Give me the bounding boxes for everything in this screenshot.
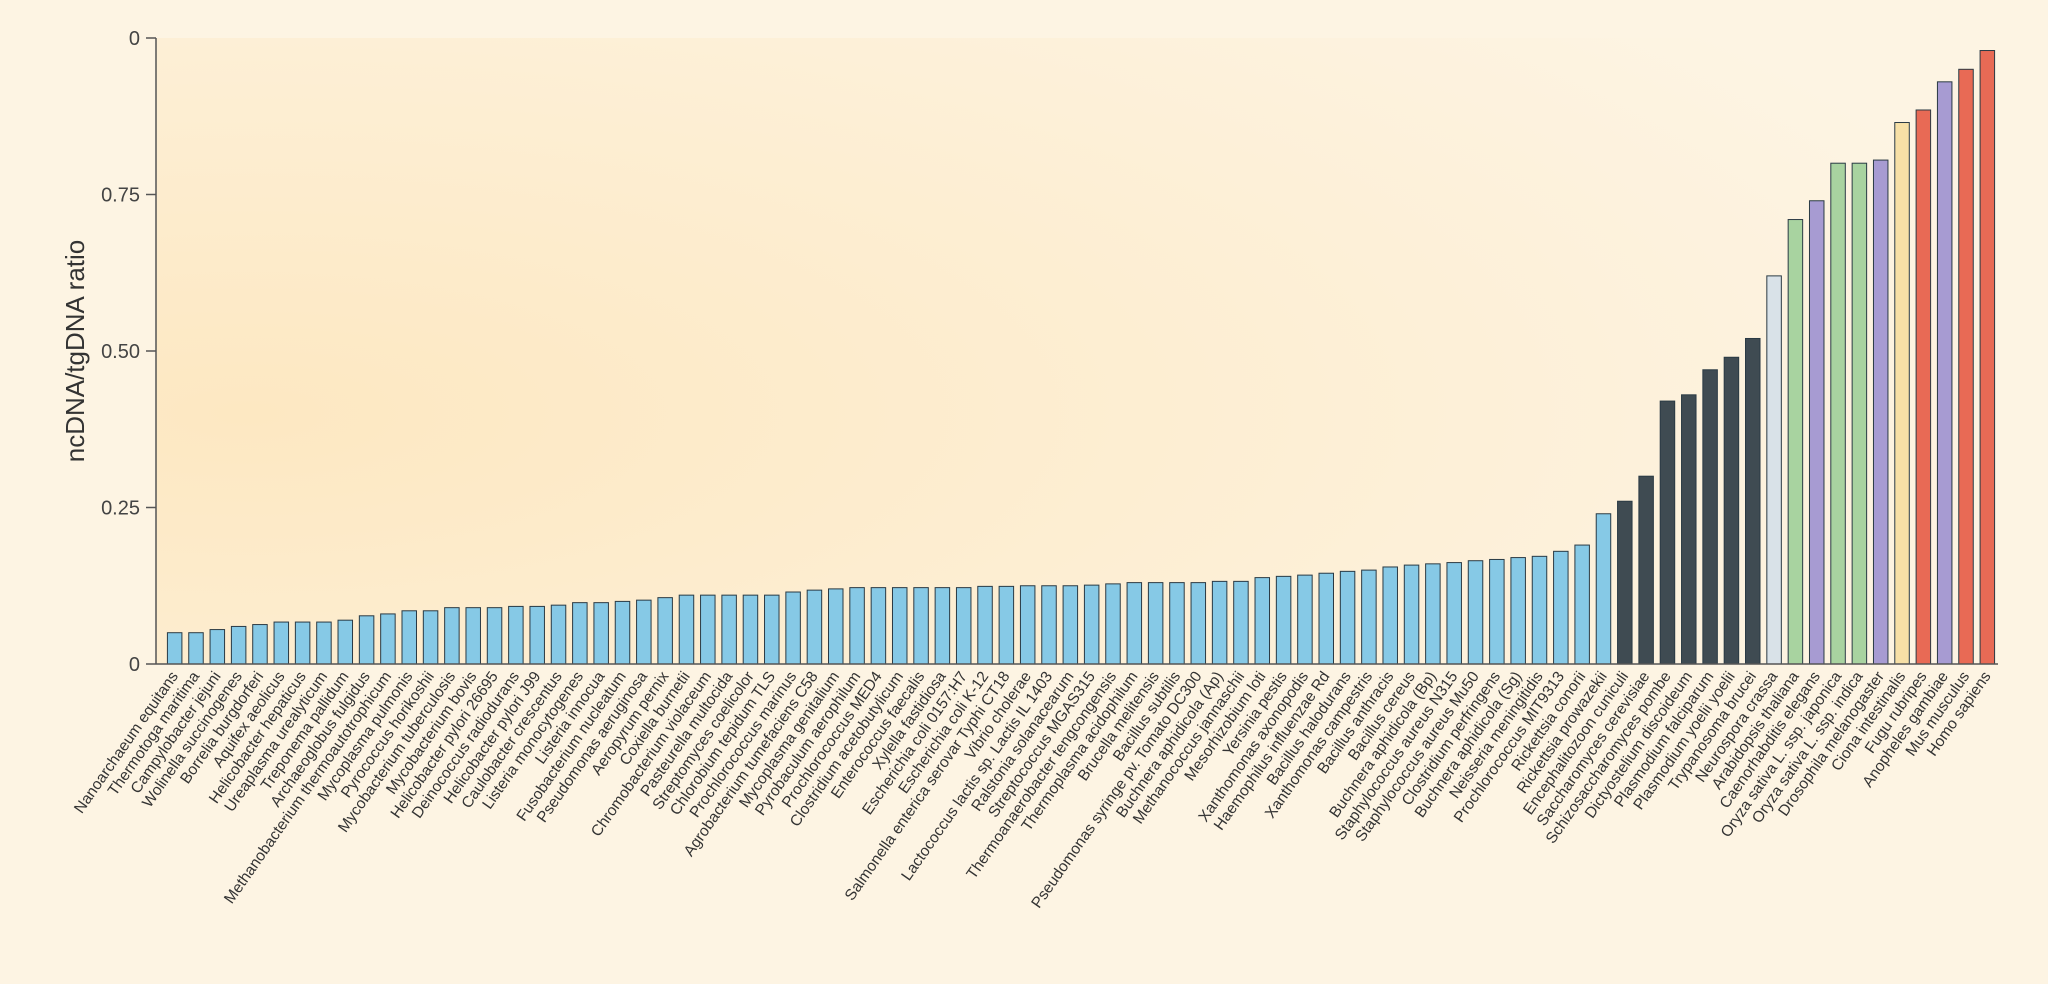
bar xyxy=(998,585,1015,665)
bar xyxy=(678,594,695,665)
bar xyxy=(252,624,268,665)
bar xyxy=(614,600,631,665)
bar xyxy=(1041,585,1057,665)
bar xyxy=(294,621,311,665)
bar xyxy=(273,621,290,665)
bar xyxy=(1297,574,1313,665)
bar xyxy=(1915,109,1932,665)
bar xyxy=(1190,582,1207,665)
bar xyxy=(1105,583,1121,665)
bar xyxy=(508,605,524,665)
bar xyxy=(806,589,823,665)
bar xyxy=(636,599,652,665)
bar xyxy=(1403,564,1420,665)
bar xyxy=(1958,68,1974,665)
bar xyxy=(550,604,567,665)
bar xyxy=(230,625,247,665)
bar xyxy=(1574,544,1590,665)
y-tick-label: 0.75 xyxy=(101,185,140,207)
bar xyxy=(316,621,332,665)
y-tick-label: 0 xyxy=(129,654,140,676)
y-tick-label: 0.25 xyxy=(101,498,140,520)
bar xyxy=(1489,558,1505,665)
bar xyxy=(1659,400,1676,665)
bar xyxy=(1446,562,1462,665)
bar xyxy=(955,587,972,665)
bar xyxy=(1808,200,1825,665)
bar xyxy=(1595,513,1612,665)
bar xyxy=(870,587,887,665)
bar xyxy=(593,602,609,665)
bar xyxy=(1233,580,1249,665)
bar xyxy=(828,588,844,665)
bar xyxy=(529,605,545,665)
bar xyxy=(721,594,737,665)
bar xyxy=(166,632,183,665)
bar xyxy=(1766,275,1782,665)
bar xyxy=(1617,500,1633,665)
bar xyxy=(1702,369,1718,665)
bar xyxy=(1126,582,1143,665)
bar xyxy=(337,619,354,665)
y-axis: 0 0.75 0.50 0.25 0 xyxy=(101,28,157,676)
bar xyxy=(700,594,716,665)
bar xyxy=(934,587,951,665)
bar xyxy=(444,607,460,665)
bar xyxy=(742,594,759,665)
y-tick-label: 0.50 xyxy=(101,341,140,363)
bar xyxy=(785,591,801,665)
bar xyxy=(1339,570,1356,665)
bar xyxy=(358,615,375,665)
bar xyxy=(657,597,673,665)
bar xyxy=(1553,550,1569,665)
bar xyxy=(1830,162,1846,665)
bar xyxy=(1894,122,1910,665)
bar xyxy=(422,610,439,665)
bar xyxy=(401,610,417,665)
bar xyxy=(1062,585,1079,665)
bar xyxy=(1787,219,1804,665)
bar xyxy=(1638,475,1654,665)
bar xyxy=(1425,563,1441,665)
bar xyxy=(849,587,865,665)
bar xyxy=(891,587,908,665)
y-axis-title: ncDNA/tgDNA ratio xyxy=(60,240,90,463)
bar xyxy=(465,607,481,665)
bar xyxy=(1681,394,1697,665)
bar xyxy=(1979,50,1996,665)
bar xyxy=(1169,582,1185,665)
bar xyxy=(1467,560,1484,665)
bar xyxy=(1936,81,1953,665)
bar xyxy=(380,613,396,665)
y-tick-label: 0 xyxy=(129,28,140,50)
bar xyxy=(209,629,226,665)
bar xyxy=(1745,337,1761,665)
bar xyxy=(1275,575,1292,665)
bar xyxy=(1254,577,1271,665)
bar xyxy=(1318,572,1334,665)
bar xyxy=(486,607,503,665)
plot-area-background xyxy=(156,38,1998,664)
bar xyxy=(1382,566,1398,665)
bar xyxy=(1851,162,1868,665)
bar xyxy=(1211,580,1228,665)
bar xyxy=(1019,585,1036,665)
bar xyxy=(977,585,993,665)
bar xyxy=(572,602,588,665)
bar xyxy=(1147,582,1164,665)
bar xyxy=(1361,569,1377,665)
bar xyxy=(1531,555,1548,665)
bar xyxy=(913,587,929,665)
bar xyxy=(188,632,204,665)
bar xyxy=(1510,557,1526,665)
bar xyxy=(1723,356,1740,665)
bar xyxy=(1872,159,1889,665)
bar xyxy=(1083,584,1100,665)
bar xyxy=(764,594,780,665)
